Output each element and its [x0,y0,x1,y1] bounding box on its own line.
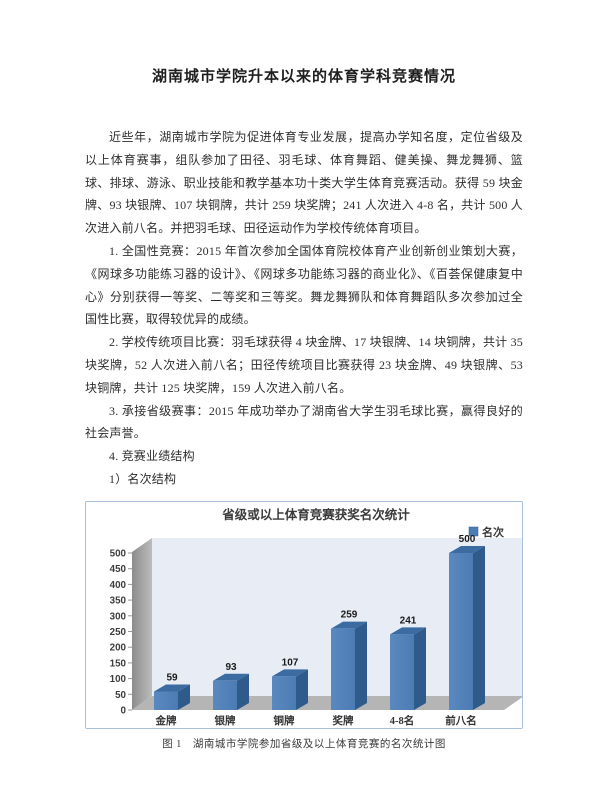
svg-text:241: 241 [400,615,417,626]
svg-text:500: 500 [110,548,127,559]
paragraph-subsection-1: 1）名次结构 [109,471,177,486]
svg-text:107: 107 [282,657,299,668]
svg-text:59: 59 [166,672,178,683]
svg-text:259: 259 [341,609,358,620]
paragraph-section-4: 4. 竞赛业绩结构 [109,449,195,464]
paragraph-provincial: 3. 承接省级赛事：2015 年成功举办了湖南省大学生羽毛球比赛，赢得良好的社会… [85,403,523,441]
svg-text:前八名: 前八名 [445,714,477,727]
svg-text:4-8名: 4-8名 [390,714,415,727]
svg-text:250: 250 [110,627,127,638]
svg-text:省级或以上体育竞赛获奖名次统计: 省级或以上体育竞赛获奖名次统计 [221,507,410,522]
svg-text:名次: 名次 [482,525,504,539]
svg-text:50: 50 [115,690,126,701]
svg-text:450: 450 [110,564,127,575]
svg-text:铜牌: 铜牌 [274,714,295,727]
figure-caption: 图 1 湖南城市学院参加省级及以上体育竞赛的名次统计图 [162,738,446,750]
svg-text:400: 400 [110,580,127,591]
figure-1: 省级或以上体育竞赛获奖名次统计名次 0 50 100 150 200 250 300 350 40… [85,500,523,751]
paragraph-intro: 近些年，湖南城市学院为促进体育专业发展，提高办学知名度，定位省级及以上体育赛事，… [85,130,523,236]
document-title: 湖南城市学院升本以来的体育学科竞赛情况 [151,69,456,85]
svg-text:0: 0 [121,705,127,716]
svg-text:100: 100 [110,674,127,685]
svg-text:500: 500 [459,534,476,545]
paragraph-national: 1. 全国性竞赛：2015 年首次参加全国体育院校体育产业创新创业策划大赛，《网… [85,243,523,327]
document-content: 湖南城市学院升本以来的体育学科竞赛情况 近些年，湖南城市学院为促进体育专业发展，… [85,66,523,751]
svg-text:350: 350 [110,595,127,606]
svg-text:200: 200 [110,642,127,653]
svg-text:93: 93 [225,662,237,673]
svg-text:300: 300 [110,611,127,622]
svg-text:奖牌: 奖牌 [333,714,354,727]
svg-text:金牌: 金牌 [155,714,177,727]
svg-text:150: 150 [110,658,127,669]
ranking-bar-chart: 省级或以上体育竞赛获奖名次统计名次 0 50 100 150 200 250 300 350 40… [85,500,523,729]
svg-text:银牌: 银牌 [215,714,236,727]
paragraph-traditional: 2. 学校传统项目比赛：羽毛球获得 4 块金牌、17 块银牌、14 块铜牌，共计… [85,335,523,395]
